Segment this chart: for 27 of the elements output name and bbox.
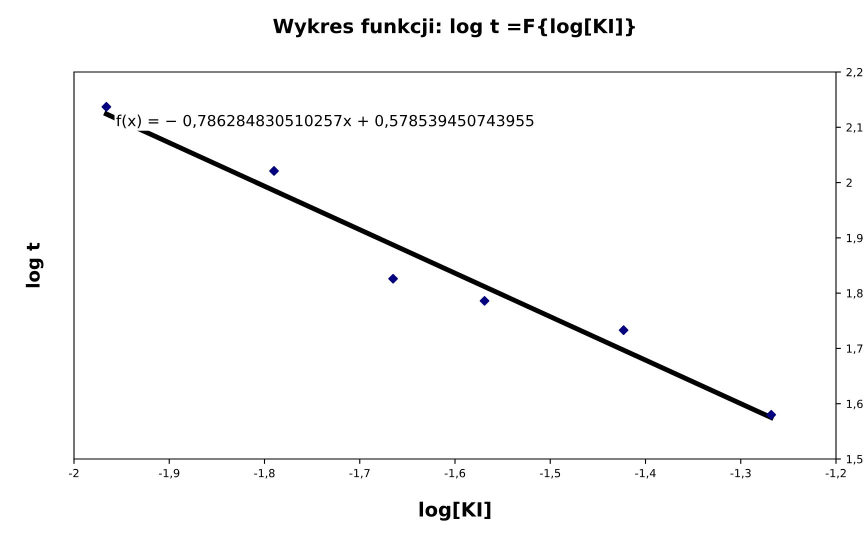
y-tick-label: 2,1 <box>846 123 862 133</box>
y-tick-label: 1,6 <box>846 400 863 410</box>
x-tick-label: -1,9 <box>158 468 180 478</box>
y-tick-label: 2 <box>846 178 852 187</box>
point <box>388 274 398 284</box>
x-tick-label: -1,7 <box>349 469 370 478</box>
x-tick-label: -1,5 <box>540 469 560 478</box>
y-tick-label: 1,8 <box>846 289 863 299</box>
x-tick-label: -1,2 <box>826 468 846 478</box>
annotation: f(x) = − 0,786284830510257x + 0,578539450743955 <box>116 114 534 128</box>
x-tick-label: -2 <box>69 468 78 478</box>
chart-title: Wykres funkcji: log t =F{log[KI]} <box>273 18 635 38</box>
point <box>102 102 112 112</box>
point <box>269 166 279 176</box>
y-axis-title: log t <box>26 242 44 288</box>
y-tick-label: 1,5 <box>846 455 862 465</box>
x-tick-label: -1,3 <box>730 468 751 478</box>
y-tick-label: 1,7 <box>846 344 862 354</box>
x-tick-label: -1,6 <box>444 468 466 478</box>
y-tick-label: 1,9 <box>846 234 863 244</box>
x-tick-label: -1,4 <box>635 469 656 478</box>
x-axis-title: log[KI] <box>420 502 490 521</box>
point <box>618 325 628 336</box>
x-tick-label: -1,8 <box>254 468 275 478</box>
point <box>766 410 776 420</box>
y-tick-label: 2,2 <box>846 68 862 78</box>
point <box>480 296 490 306</box>
